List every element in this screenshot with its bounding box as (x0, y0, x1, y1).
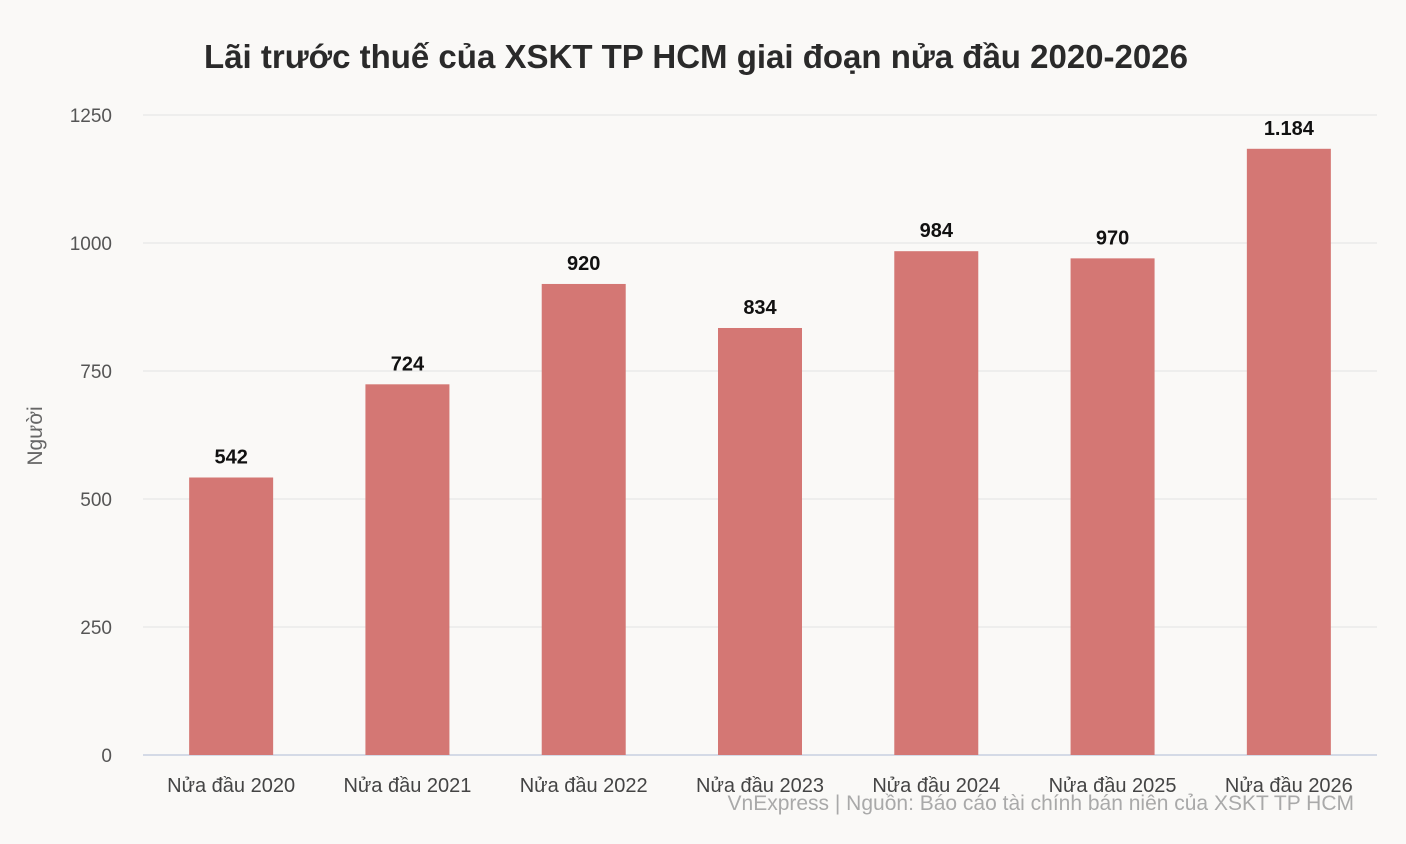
y-tick-label: 0 (101, 746, 112, 767)
bar (718, 327, 802, 755)
x-tick-label: Nửa đầu 2020 (167, 775, 295, 797)
x-tick-label: Nửa đầu 2023 (696, 775, 824, 797)
value-label: 970 (1096, 227, 1129, 249)
x-tick-label: Nửa đầu 2024 (872, 775, 1000, 797)
x-tick-label: Nửa đầu 2022 (520, 775, 648, 797)
y-tick-label: 250 (80, 618, 112, 639)
x-tick-label: Nửa đầu 2025 (1049, 775, 1177, 797)
y-tick-label: 1000 (70, 234, 112, 255)
value-label: 1.184 (1264, 118, 1315, 140)
value-label: 724 (391, 353, 425, 375)
chart-title: Lãi trước thuế của XSKT TP HCM giai đoạn… (204, 38, 1188, 75)
bar (894, 251, 979, 755)
bar (1246, 148, 1331, 756)
bar (189, 477, 274, 755)
y-tick-label: 500 (80, 490, 112, 511)
x-tick-label: Nửa đầu 2021 (343, 775, 471, 797)
value-label: 984 (920, 220, 954, 242)
value-label: 920 (567, 253, 600, 275)
bar (365, 384, 450, 755)
value-label: 542 (214, 446, 247, 468)
bar (541, 283, 626, 755)
source-note: VnExpress | Nguồn: Báo cáo tài chính bán… (727, 792, 1354, 815)
value-label: 834 (743, 297, 777, 319)
x-tick-label: Nửa đầu 2026 (1225, 775, 1353, 797)
y-tick-label: 1250 (70, 106, 112, 127)
y-tick-label: 750 (80, 362, 112, 383)
bar (1070, 258, 1155, 755)
